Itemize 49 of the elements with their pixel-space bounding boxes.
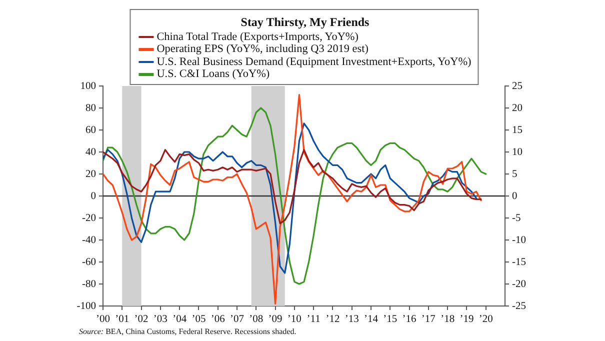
x-tick-label: ’06 (210, 314, 225, 326)
y2-tick-label: 20 (512, 102, 522, 114)
y2-tick-label: -15 (512, 256, 526, 268)
chart-title: Stay Thirsty, My Friends (240, 14, 370, 31)
y2-tick-label: 15 (512, 124, 522, 136)
y-tick-label: 80 (86, 102, 96, 114)
y-tick-label: -20 (82, 212, 96, 224)
y2-tick-label: 0 (512, 190, 518, 202)
x-tick-label: ’12 (326, 314, 340, 326)
y-tick-label: -100 (76, 300, 96, 312)
x-tick-label: ’08 (249, 314, 264, 326)
legend-label: Operating EPS (YoY%, including Q3 2019 est) (156, 43, 368, 56)
x-tick-label: ’11 (306, 314, 320, 326)
y2-tick-label: 25 (512, 80, 522, 92)
y2-tick-label: -25 (512, 300, 526, 312)
x-tick-label: ’00 (96, 314, 110, 326)
y-tick-label: -40 (82, 234, 96, 246)
y-tick-label: 40 (86, 146, 96, 158)
y-tick-label: 100 (80, 80, 96, 92)
x-tick-label: ’02 (134, 314, 148, 326)
x-tick-label: ’04 (172, 314, 188, 326)
legend-label: U.S. C&I Loans (YoY%) (156, 68, 270, 81)
x-tick-label: ’09 (268, 314, 282, 326)
y2-tick-label: 10 (512, 146, 522, 158)
x-tick-label: ’05 (192, 314, 206, 326)
y-tick-label: 20 (86, 168, 96, 180)
x-tick-label: ’15 (383, 314, 398, 326)
y-tick-label: 0 (90, 190, 96, 202)
y-tick-label: 60 (86, 124, 96, 136)
x-tick-label: ’20 (478, 314, 493, 326)
x-tick-label: ’03 (153, 314, 168, 326)
x-tick-label: ’19 (460, 314, 474, 326)
x-tick-label: ’10 (287, 314, 302, 326)
x-tick-label: ’01 (115, 314, 130, 326)
legend-label: China Total Trade (Exports+Imports, YoY%) (156, 31, 358, 44)
x-tick-label: ’13 (344, 314, 359, 326)
legend-label: U.S. Real Business Demand (Equipment Investment+Exports, YoY%) (156, 56, 472, 68)
y2-tick-label: 5 (512, 168, 518, 180)
y-tick-label: -60 (82, 256, 96, 268)
y-tick-label: -80 (82, 278, 96, 290)
y2-tick-label: -20 (512, 278, 526, 290)
x-tick-label: ’07 (230, 314, 244, 326)
source-note: Source: BEA, China Customs, Federal Reserve. Recessions shaded. (79, 327, 296, 337)
y2-tick-label: -5 (512, 212, 521, 224)
y2-tick-label: -10 (512, 234, 526, 246)
x-tick-label: ’18 (440, 314, 455, 326)
x-tick-label: ’16 (402, 314, 416, 326)
x-tick-label: ’14 (364, 314, 379, 326)
x-tick-label: ’17 (421, 314, 436, 326)
